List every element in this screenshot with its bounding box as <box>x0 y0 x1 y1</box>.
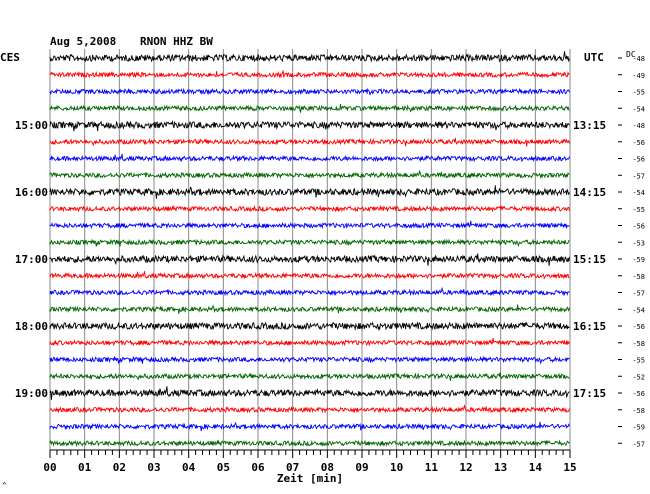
dc-offset-label: -58 <box>632 273 645 281</box>
right-time-label: 15:15 <box>573 253 606 266</box>
dc-offset-label: -57 <box>632 290 645 298</box>
seismic-trace <box>49 169 570 180</box>
dc-offset-label: -56 <box>632 223 645 231</box>
seismic-trace <box>49 421 570 432</box>
seismic-trace <box>49 403 570 414</box>
dc-offset-label: -48 <box>632 55 645 63</box>
dc-offset-label: -55 <box>632 206 645 214</box>
seismic-trace <box>49 337 570 347</box>
seismic-trace <box>49 153 570 163</box>
station-label: RNON HHZ BW <box>140 35 213 48</box>
left-timezone-label: CES <box>0 51 20 64</box>
dc-offset-label: -49 <box>632 72 645 80</box>
x-tick-label: 12 <box>459 461 472 474</box>
x-tick-label: 08 <box>321 461 334 474</box>
x-tick-label: 04 <box>182 461 196 474</box>
dc-offset-label: -59 <box>632 256 645 264</box>
seismic-trace <box>49 321 570 331</box>
seismic-trace <box>49 220 570 230</box>
seismic-trace <box>49 70 570 79</box>
seismic-trace <box>49 104 570 113</box>
dc-offset-label: -52 <box>632 373 645 381</box>
x-tick-label: 07 <box>286 461 299 474</box>
x-tick-label: 09 <box>355 461 368 474</box>
x-tick-label: 14 <box>529 461 543 474</box>
left-time-label: 16:00 <box>15 186 48 199</box>
seismic-trace <box>49 355 570 365</box>
seismic-trace <box>49 372 570 381</box>
seismic-trace <box>49 271 570 280</box>
dc-offset-label: -53 <box>632 239 645 247</box>
x-tick-label: 05 <box>217 461 230 474</box>
x-tick-label: 06 <box>251 461 265 474</box>
seismic-trace <box>49 87 570 96</box>
x-tick-label: 15 <box>563 461 576 474</box>
x-tick-label: 03 <box>147 461 160 474</box>
dc-offset-label: -54 <box>632 105 645 113</box>
chart-title: Aug 5,2008 <box>50 35 116 48</box>
seismic-trace <box>49 304 570 314</box>
x-tick-label: 13 <box>494 461 507 474</box>
dc-offset-label: -55 <box>632 357 645 365</box>
dc-offset-label: -57 <box>632 440 645 448</box>
x-tick-label: 10 <box>390 461 403 474</box>
right-timezone-label: UTC <box>584 51 604 64</box>
dc-offset-label: -56 <box>632 139 645 147</box>
dc-offset-label: -58 <box>632 340 645 348</box>
right-time-label: 14:15 <box>573 186 606 199</box>
seismic-trace <box>49 253 570 266</box>
seismic-trace <box>49 185 570 199</box>
x-tick-label: 01 <box>78 461 92 474</box>
seismic-trace <box>49 51 570 63</box>
seismic-trace <box>49 386 570 400</box>
dc-offset-label: -58 <box>632 407 645 415</box>
seismic-trace <box>49 120 570 132</box>
left-time-label: 19:00 <box>15 387 48 400</box>
x-axis-label: Zeit [min] <box>277 472 343 485</box>
dc-offset-label: -54 <box>632 189 645 197</box>
dc-offset-label: -54 <box>632 306 645 314</box>
seismic-trace <box>49 238 570 248</box>
left-time-label: 17:00 <box>15 253 48 266</box>
dc-offset-label: -59 <box>632 424 645 432</box>
x-tick-label: 11 <box>425 461 439 474</box>
left-time-label: 18:00 <box>15 320 48 333</box>
left-time-label: 15:00 <box>15 119 48 132</box>
corner-mark: ^ <box>2 481 7 490</box>
dc-offset-label: -57 <box>632 172 645 180</box>
x-tick-label: 02 <box>113 461 126 474</box>
right-time-label: 17:15 <box>573 387 606 400</box>
right-time-label: 13:15 <box>573 119 606 132</box>
x-tick-label: 00 <box>43 461 56 474</box>
seismic-trace <box>49 204 570 213</box>
seismic-trace <box>49 439 570 448</box>
seismic-trace <box>49 286 570 297</box>
dc-offset-label: -48 <box>632 122 645 130</box>
seismic-trace <box>49 137 570 147</box>
dc-offset-label: -56 <box>632 390 645 398</box>
right-time-label: 16:15 <box>573 320 606 333</box>
dc-offset-header: DC <box>626 50 636 59</box>
dc-offset-label: -56 <box>632 323 645 331</box>
dc-offset-label: -56 <box>632 156 645 164</box>
dc-offset-label: -55 <box>632 89 645 97</box>
